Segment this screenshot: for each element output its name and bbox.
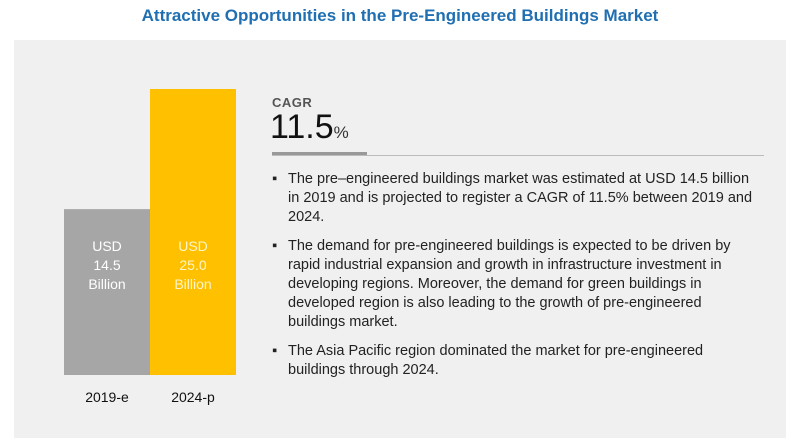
bar-value-line: 14.5 [93,257,121,274]
insight-item: ▪ The Asia Pacific region dominated the … [270,342,760,380]
bar-value-line: USD [178,238,208,255]
insight-item: ▪ The demand for pre-engineered building… [270,237,760,332]
insight-item: ▪ The pre–engineered buildings market wa… [270,170,760,227]
section-divider [272,155,764,156]
bullet-icon: ▪ [272,171,278,187]
insight-text: The Asia Pacific region dominated the ma… [288,343,704,378]
bar-value-line: USD [92,238,122,255]
bar-value-line: Billion [174,276,212,293]
bar-2019-e [64,209,150,375]
bar-value-label: USD 25.0 Billion [150,237,236,294]
bullet-icon: ▪ [272,343,278,359]
cagr-label: CAGR [272,95,313,110]
bar-2024-p [150,89,236,375]
cagr-number: 11.5 [270,108,334,146]
insight-text: The demand for pre-engineered buildings … [288,238,731,330]
insight-text: The pre–engineered buildings market was … [288,171,753,225]
bar-value-line: 25.0 [179,257,207,274]
bar-value-label: USD 14.5 Billion [64,237,150,294]
cagr-value: 11.5% [270,108,349,147]
x-tick-label: 2019-e [85,389,129,405]
chart-title: Attractive Opportunities in the Pre-Engi… [141,6,659,25]
bar-value-line: Billion [88,276,126,293]
bar-chart [64,89,236,375]
insight-list: ▪ The pre–engineered buildings market wa… [270,170,760,390]
cagr-unit: % [333,123,349,142]
x-tick-label: 2024-p [171,389,215,405]
cagr-underline [272,152,367,155]
bullet-icon: ▪ [272,238,278,254]
